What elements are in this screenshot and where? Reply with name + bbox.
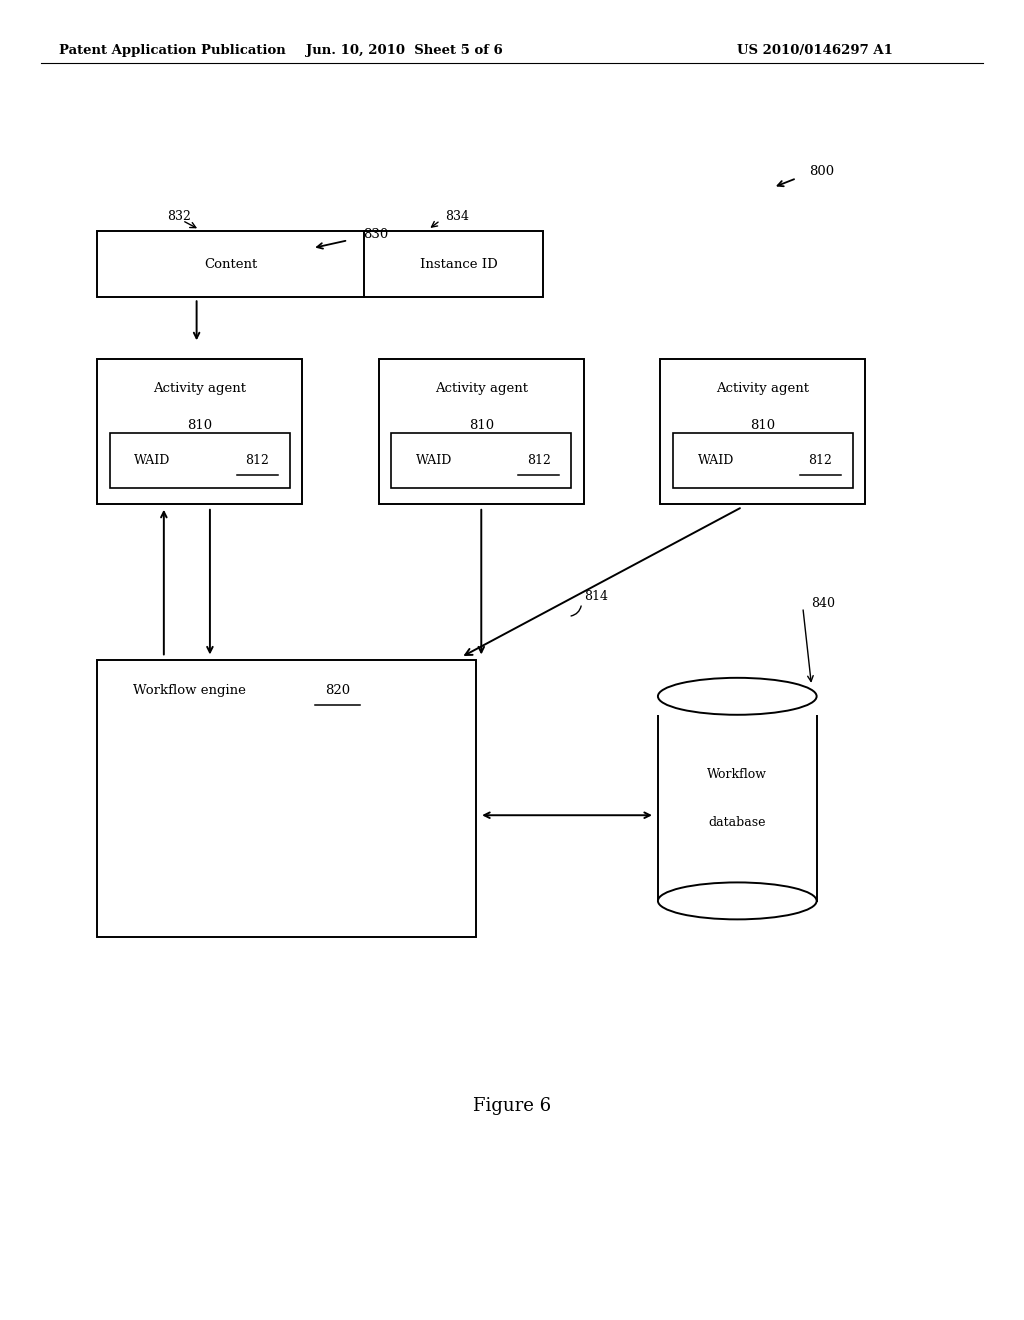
Bar — [379, 359, 584, 504]
Text: 830: 830 — [364, 228, 389, 242]
Text: 840: 840 — [811, 597, 835, 610]
Text: Activity agent: Activity agent — [154, 381, 246, 395]
Text: WAID: WAID — [416, 454, 453, 467]
Ellipse shape — [657, 678, 817, 715]
Bar — [97, 231, 543, 297]
FancyArrowPatch shape — [465, 508, 740, 655]
Text: 812: 812 — [808, 454, 833, 467]
Bar — [655, 694, 819, 715]
Text: 834: 834 — [445, 210, 469, 223]
Text: 800: 800 — [809, 165, 835, 178]
Text: Jun. 10, 2010  Sheet 5 of 6: Jun. 10, 2010 Sheet 5 of 6 — [306, 44, 503, 57]
Text: WAID: WAID — [697, 454, 734, 467]
Text: Instance ID: Instance ID — [420, 257, 498, 271]
Text: Patent Application Publication: Patent Application Publication — [59, 44, 286, 57]
Bar — [660, 359, 865, 504]
Text: Activity agent: Activity agent — [435, 381, 527, 395]
Text: 832: 832 — [167, 210, 190, 223]
Text: Content: Content — [204, 257, 257, 271]
Text: 810: 810 — [751, 418, 775, 432]
Bar — [657, 697, 817, 900]
Bar — [110, 433, 290, 488]
Bar — [97, 660, 476, 937]
Text: Activity agent: Activity agent — [717, 381, 809, 395]
Text: 814: 814 — [584, 590, 607, 603]
Text: 810: 810 — [187, 418, 212, 432]
Text: database: database — [709, 816, 766, 829]
Text: 810: 810 — [469, 418, 494, 432]
Bar — [673, 433, 853, 488]
Text: Workflow: Workflow — [708, 768, 767, 781]
Text: 812: 812 — [245, 454, 269, 467]
Text: 812: 812 — [526, 454, 551, 467]
Text: Workflow engine: Workflow engine — [133, 684, 246, 697]
Bar — [97, 359, 302, 504]
Text: WAID: WAID — [134, 454, 171, 467]
Bar — [391, 433, 571, 488]
Text: US 2010/0146297 A1: US 2010/0146297 A1 — [737, 44, 893, 57]
Text: 820: 820 — [326, 684, 350, 697]
Text: Figure 6: Figure 6 — [473, 1097, 551, 1115]
Ellipse shape — [657, 882, 817, 920]
